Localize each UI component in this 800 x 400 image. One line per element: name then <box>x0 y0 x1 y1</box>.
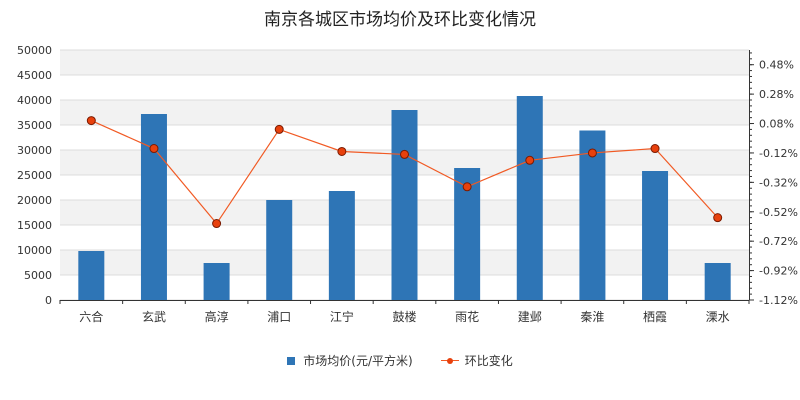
y-tick-label-left: 10000 <box>17 244 52 257</box>
change-point-高淳 <box>212 219 222 229</box>
x-tick-label: 秦淮 <box>580 310 604 324</box>
x-tick-label: 鼓楼 <box>392 309 416 324</box>
y-tick-label-left: 15000 <box>17 219 52 232</box>
bar-秦淮 <box>579 130 606 300</box>
x-tick-label: 浦口 <box>267 310 291 324</box>
legend-marker <box>446 357 453 364</box>
change-point-玄武 <box>149 144 159 154</box>
change-point-江宁 <box>337 146 347 156</box>
y-tick-label-left: 5000 <box>24 269 52 282</box>
legend-item-price[interactable]: 市场均价(元/平方米) <box>287 352 413 369</box>
change-point-雨花 <box>462 182 472 192</box>
grid-band <box>60 50 749 75</box>
change-point-溧水 <box>713 213 723 223</box>
bar-江宁 <box>328 191 355 300</box>
y-tick-label-left: 40000 <box>17 94 52 107</box>
legend-line-swatch <box>440 357 459 365</box>
y-tick-label-left: 0 <box>45 294 52 307</box>
y-tick-label-right: 0.08% <box>759 118 794 131</box>
chart-legend: 市场均价(元/平方米) 环比变化 <box>0 352 800 369</box>
legend-item-change[interactable]: 环比变化 <box>440 352 513 369</box>
legend-bar-swatch <box>287 356 296 365</box>
x-tick-label: 雨花 <box>455 309 479 324</box>
y-tick-label-right: -1.12% <box>759 294 798 307</box>
bar-溧水 <box>704 263 731 300</box>
x-tick-label: 溧水 <box>706 310 730 324</box>
bar-建邺 <box>516 96 543 300</box>
y-tick-label-right: 0.28% <box>759 88 794 101</box>
change-point-六合 <box>86 116 96 126</box>
bar-玄武 <box>140 114 167 300</box>
legend-label-price: 市场均价(元/平方米) <box>303 354 413 368</box>
legend-label-change: 环比变化 <box>464 354 513 368</box>
y-tick-label-left: 45000 <box>17 69 52 82</box>
y-tick-label-right: -0.32% <box>759 176 798 189</box>
y-tick-label-right: -0.12% <box>759 147 798 160</box>
x-tick-label: 建邺 <box>518 310 542 324</box>
y-tick-label-right: -0.72% <box>759 235 798 248</box>
y-tick-label-left: 30000 <box>17 144 52 157</box>
bar-高淳 <box>203 263 230 300</box>
y-tick-label-left: 25000 <box>17 169 52 182</box>
change-point-浦口 <box>274 124 284 134</box>
bar-六合 <box>78 251 105 300</box>
change-point-鼓楼 <box>400 149 409 159</box>
y-tick-label-left: 35000 <box>17 119 52 132</box>
x-tick-label: 江宁 <box>330 309 354 324</box>
x-tick-label: 六合 <box>79 309 103 324</box>
change-point-栖霞 <box>650 144 660 154</box>
y-tick-label-left: 50000 <box>17 44 52 57</box>
y-tick-label-right: -0.52% <box>759 206 798 219</box>
x-tick-label: 玄武 <box>142 309 166 324</box>
y-tick-label-left: 20000 <box>17 194 52 207</box>
chart-title: 南京各城区市场均价及环比变化情况 <box>264 10 536 30</box>
bar-鼓楼 <box>391 110 418 300</box>
y-tick-label-right: -0.92% <box>759 265 798 278</box>
bar-栖霞 <box>642 171 669 300</box>
change-point-建邺 <box>525 155 535 165</box>
x-tick-label: 栖霞 <box>643 309 667 324</box>
bar-浦口 <box>266 200 293 300</box>
y-tick-label-right: 0.48% <box>759 59 794 72</box>
x-tick-label: 高淳 <box>205 309 229 324</box>
change-point-秦淮 <box>587 148 597 158</box>
